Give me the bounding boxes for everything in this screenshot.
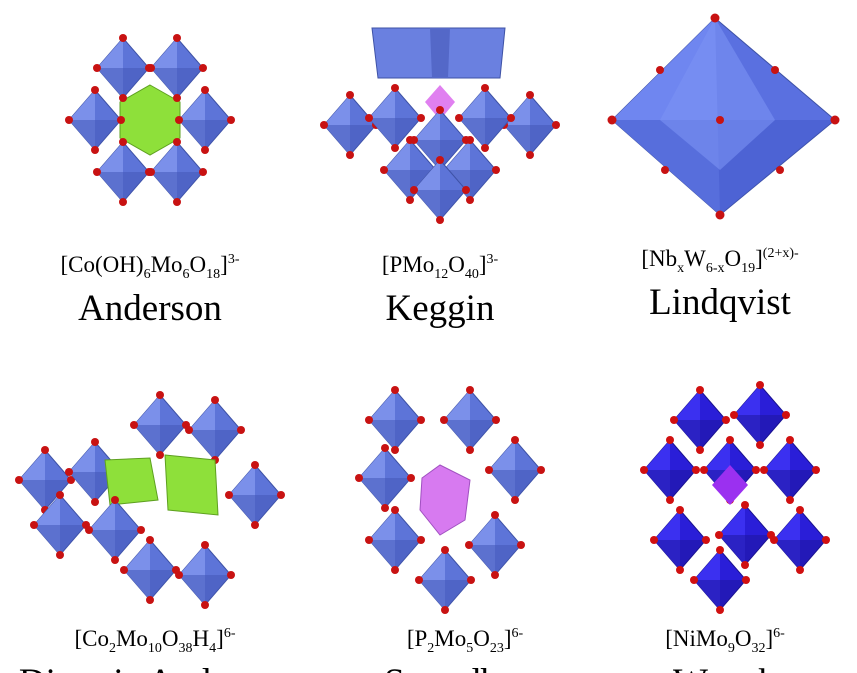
formula-part: 6- xyxy=(773,626,785,641)
center-octahedron xyxy=(120,85,180,155)
formula-part: [PMo xyxy=(382,252,434,277)
formula-part: (2+x)- xyxy=(763,246,799,261)
formula-part: O xyxy=(473,626,490,651)
formula-part: [NiMo xyxy=(665,626,728,651)
formula-part: 3- xyxy=(487,252,499,267)
center-tetrahedra xyxy=(420,465,470,535)
octahedron xyxy=(365,386,425,454)
formula-part: 23 xyxy=(490,641,504,656)
formula-part: 40 xyxy=(465,267,479,282)
formula-part: O xyxy=(735,626,752,651)
octahedron xyxy=(730,381,790,449)
formula-part: ] xyxy=(765,626,773,651)
structure-name: Waugh xyxy=(575,663,857,673)
formula-part: 19 xyxy=(741,261,755,276)
formula-part: ] xyxy=(220,252,228,277)
octahedron xyxy=(650,506,710,574)
octahedron xyxy=(175,86,235,154)
formula-part: O xyxy=(448,252,465,277)
strandberg-structure xyxy=(355,386,545,614)
label-block: [NiMo9O32]6- Waugh xyxy=(575,620,857,673)
label-block: [Co(OH)6Mo6O18]3- Anderson xyxy=(0,246,300,329)
formula-part: Mo xyxy=(116,626,148,651)
formula-part: H xyxy=(193,626,210,651)
octahedron xyxy=(365,506,425,574)
formula: [Co(OH)6Mo6O18]3- xyxy=(0,246,300,289)
octahedron xyxy=(415,546,475,614)
structure-name: Dimeric Anderson xyxy=(5,663,305,673)
formula-part: [P xyxy=(407,626,427,651)
formula-part: Mo xyxy=(151,252,183,277)
formula: [NiMo9O32]6- xyxy=(575,620,857,663)
formula-part: 10 xyxy=(148,641,162,656)
octahedron xyxy=(225,461,285,529)
label-block: [P2Mo5O23]6- Strandberg xyxy=(315,620,615,673)
lindqvist-structure xyxy=(608,14,840,220)
structure-name: Strandberg xyxy=(315,663,615,673)
formula-part: 9 xyxy=(728,641,735,656)
formula-part: ] xyxy=(504,626,512,651)
octahedron xyxy=(85,496,145,564)
formula: [PMo12O40]3- xyxy=(290,246,590,289)
cap-face xyxy=(430,28,450,78)
formula-part: 6 xyxy=(144,267,151,282)
formula-part: 6- xyxy=(224,626,236,641)
formula-part: 38 xyxy=(179,641,193,656)
center-octahedron xyxy=(165,455,218,515)
structure-name: Lindqvist xyxy=(570,283,857,323)
formula-part: Mo xyxy=(434,626,466,651)
formula-part: 12 xyxy=(434,267,448,282)
formula-part: [Co(OH) xyxy=(61,252,144,277)
label-block: [Co2Mo10O38H4]6- Dimeric Anderson xyxy=(5,620,305,673)
octahedron xyxy=(485,436,545,504)
formula-part: O xyxy=(724,246,741,271)
waugh-structure xyxy=(640,381,830,614)
octahedron xyxy=(500,91,560,159)
formula-part: W xyxy=(684,246,706,271)
formula-part: ] xyxy=(216,626,224,651)
formula-part: ] xyxy=(479,252,487,277)
octahedron xyxy=(120,536,180,604)
formula-part: O xyxy=(190,252,207,277)
formula-part: [Nb xyxy=(641,246,677,271)
formula: [NbxW6-xO19](2+x)- xyxy=(570,240,857,283)
octahedron xyxy=(320,91,380,159)
anderson-structure xyxy=(65,34,235,206)
octahedron xyxy=(465,511,525,579)
formula: [P2Mo5O23]6- xyxy=(315,620,615,663)
octahedron xyxy=(640,436,700,504)
octahedron xyxy=(670,386,730,454)
octahedron xyxy=(355,444,415,512)
formula-part: 6 xyxy=(183,267,190,282)
dimeric-anderson-structure xyxy=(15,391,285,609)
formula-part: 6- xyxy=(512,626,524,641)
formula-part: O xyxy=(162,626,179,651)
formula-part: 32 xyxy=(751,641,765,656)
formula-part: [Co xyxy=(74,626,109,651)
formula-part: 2 xyxy=(109,641,116,656)
octahedron xyxy=(440,386,500,454)
octahedron xyxy=(130,391,190,459)
keggin-structure xyxy=(320,28,560,224)
formula-part: 18 xyxy=(206,267,220,282)
figure: [Co(OH)6Mo6O18]3- Anderson [PMo12O40]3- … xyxy=(0,0,857,673)
octahedron xyxy=(760,436,820,504)
formula-part: 6-x xyxy=(706,261,725,276)
octahedron xyxy=(770,506,830,574)
structure-name: Anderson xyxy=(0,289,300,329)
label-block: [NbxW6-xO19](2+x)- Lindqvist xyxy=(570,240,857,323)
octahedron xyxy=(185,396,245,464)
structures xyxy=(0,0,857,673)
formula-part: 3- xyxy=(228,252,240,267)
octahedron xyxy=(65,86,125,154)
formula-part: ] xyxy=(755,246,763,271)
structure-name: Keggin xyxy=(290,289,590,329)
label-block: [PMo12O40]3- Keggin xyxy=(290,246,590,329)
formula: [Co2Mo10O38H4]6- xyxy=(5,620,305,663)
octahedron xyxy=(175,541,235,609)
